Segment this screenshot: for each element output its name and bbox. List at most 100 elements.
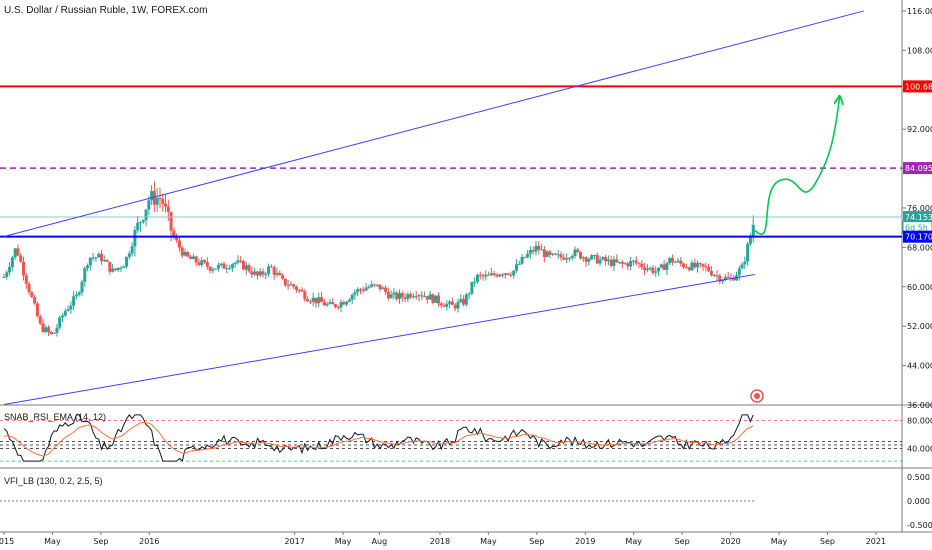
candle-body [80, 281, 84, 293]
candle-body [328, 302, 332, 304]
candle-body [737, 268, 741, 276]
overlays-group [0, 10, 902, 406]
candle-body [225, 268, 229, 270]
candle-body [320, 297, 324, 303]
candle-body [542, 249, 546, 257]
candle-body [300, 289, 304, 292]
candle-body [311, 297, 315, 302]
candle-body [69, 305, 73, 310]
candle-body [49, 331, 53, 334]
candle-body [133, 230, 137, 247]
vfi-pane: 0.500 0.000 -0.500 [0, 473, 932, 530]
rsi-tick-label: 80.000 [907, 417, 932, 426]
candle-body [526, 253, 530, 258]
candle-body [303, 291, 307, 300]
candle-body [286, 285, 290, 287]
candle-body [169, 212, 173, 231]
candle-body [637, 263, 641, 265]
candle-body [640, 263, 644, 268]
candle-body [356, 289, 360, 293]
candle-body [453, 304, 457, 309]
candle-body [116, 267, 120, 271]
candle-body [105, 259, 109, 262]
price-tick-label: 116.000 [907, 7, 932, 16]
price-tick-label: 92.000 [907, 125, 932, 134]
candle-body [19, 255, 23, 262]
candle-body [548, 251, 552, 255]
candle-body [375, 284, 379, 286]
price-tick-label: 52.000 [907, 322, 932, 331]
candle-body [425, 296, 429, 300]
candle-body [662, 264, 666, 270]
candle-body [534, 245, 538, 252]
candle-body [439, 303, 443, 306]
candle-body [136, 222, 140, 231]
candle-body [63, 310, 67, 316]
price-tag-text: 84.095 [905, 164, 932, 173]
time-axis[interactable]: 2015 May Sep 2016 2017 May Aug 2018 May Sep 2019 Ma… [0, 532, 886, 546]
time-tick-label: May [44, 537, 61, 546]
candle-body [219, 263, 223, 265]
candle-body [186, 251, 190, 257]
candle-body [261, 271, 265, 275]
candle-body [180, 247, 184, 256]
candle-body [634, 260, 638, 264]
candle-body [606, 259, 610, 262]
candle-body [598, 259, 602, 264]
candle-body [411, 296, 415, 298]
candle-body [359, 289, 363, 291]
candle-body [386, 291, 390, 299]
candle-body [155, 198, 159, 205]
candle-body [281, 275, 285, 279]
candle-body [233, 262, 237, 265]
rsi-indicator-label[interactable]: SNAB_RSI_EMA (14, 12) [4, 412, 106, 422]
candle-body [514, 264, 518, 271]
candle-body [520, 256, 524, 264]
candle-body [372, 284, 376, 286]
candle-body [629, 260, 633, 267]
candle-body [306, 299, 310, 302]
candle-body [562, 257, 566, 260]
candle-body [509, 274, 513, 276]
candle-body [230, 264, 234, 269]
time-tick-label: Sep [820, 537, 835, 546]
price-tag-text: 100.683 [905, 82, 932, 91]
candle-body [559, 254, 563, 258]
price-tag-last-price [903, 211, 932, 224]
candle-body [665, 263, 669, 270]
candle-body [138, 222, 142, 224]
candle-body [125, 256, 129, 267]
vfi-indicator-label[interactable]: VFI_LB (130, 0.2, 2.5, 5) [4, 476, 103, 486]
candle-body [473, 281, 477, 283]
candle-body [175, 237, 179, 241]
candle-body [297, 289, 301, 291]
candle-body [370, 284, 374, 287]
candle-body [495, 274, 499, 277]
candle-body [570, 255, 574, 259]
candle-body [431, 294, 435, 303]
candle-body [141, 220, 145, 223]
event-flag-icon[interactable] [750, 389, 764, 403]
candle-body [670, 257, 674, 263]
candle-body [269, 266, 273, 268]
candle-body [367, 286, 371, 288]
candle-body [200, 260, 204, 265]
channel-upper-trendline[interactable] [3, 10, 864, 238]
candle-body [211, 269, 215, 271]
channel-lower-trendline[interactable] [3, 273, 755, 406]
price-tag-purple-level [903, 162, 932, 175]
candle-body [203, 260, 207, 263]
candle-body [347, 299, 351, 302]
candle-body [289, 284, 293, 286]
candle-body [498, 274, 502, 277]
candle-body [442, 305, 446, 307]
candle-body [645, 268, 649, 271]
candle-body [467, 293, 471, 295]
candle-body [294, 286, 298, 290]
candle-body [177, 240, 181, 248]
price-tick-label: 44.000 [907, 362, 932, 371]
candle-body [216, 264, 220, 269]
candle-body [417, 295, 421, 297]
projection-arrow[interactable] [754, 97, 840, 235]
